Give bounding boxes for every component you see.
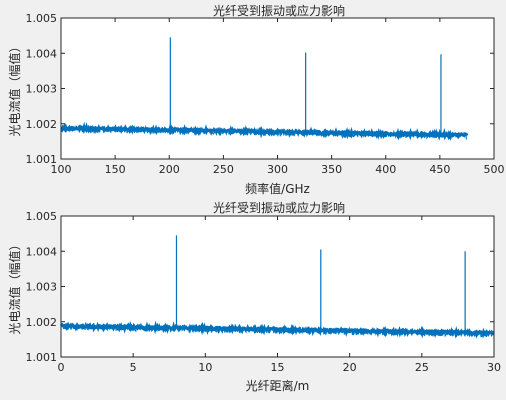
x-tick-label: 150	[105, 163, 126, 176]
y-axis-label: 光电流值（幅值）	[7, 238, 22, 334]
plot-frequency: 光纤受到振动或应力影响 100 150 200 250 300 350 400 450 5001…	[7, 3, 505, 196]
ticks-layer: 100 150 200 250 300 350 400 450 500 1.001 1.002 1.0…	[26, 12, 505, 176]
x-tick-label: 15	[271, 361, 285, 374]
x-tick-label: 300	[267, 163, 288, 176]
x-tick-label: 450	[429, 163, 450, 176]
x-tick-label: 10	[198, 361, 212, 374]
y-tick-label: 1.001	[26, 351, 58, 364]
chart-title: 光纤受到振动或应力影响	[213, 3, 345, 18]
x-axis-label: 光纤距离/m	[246, 378, 310, 393]
y-tick-label: 1.005	[26, 12, 58, 25]
x-tick-label: 500	[484, 163, 505, 176]
x-tick-label: 100	[51, 163, 72, 176]
x-tick-label: 350	[321, 163, 342, 176]
series-layer	[60, 37, 469, 141]
x-axis-label: 频率值/GHz	[245, 181, 310, 196]
y-tick-label: 1.004	[26, 245, 58, 258]
x-tick-label: 20	[343, 361, 357, 374]
ticks-layer: 0 5 10 15 20 25 30 1.001 1.002 1.003 1.004 1.005	[26, 210, 502, 374]
y-axis-label: 光电流值（幅值）	[7, 40, 22, 136]
x-tick-label: 25	[415, 361, 429, 374]
y-tick-label: 1.001	[26, 153, 58, 166]
x-tick-label: 0	[58, 361, 65, 374]
x-tick-label: 5	[130, 361, 137, 374]
series-layer	[60, 235, 495, 339]
x-tick-label: 400	[375, 163, 396, 176]
y-tick-label: 1.003	[26, 83, 58, 96]
series-band	[60, 121, 469, 141]
plot-distance: 光纤受到振动或应力影响 0 5 10 15 20 25 30 1.001 1.002 1.003 1…	[7, 200, 501, 393]
plot-area	[61, 18, 494, 159]
chart-title: 光纤受到振动或应力影响	[213, 200, 345, 215]
x-tick-label: 30	[487, 361, 501, 374]
x-tick-label: 250	[213, 163, 234, 176]
y-tick-label: 1.002	[26, 118, 58, 131]
x-tick-label: 200	[159, 163, 180, 176]
y-tick-label: 1.002	[26, 316, 58, 329]
y-tick-label: 1.004	[26, 47, 58, 60]
y-tick-label: 1.005	[26, 210, 58, 223]
y-tick-label: 1.003	[26, 281, 58, 294]
series-band	[60, 320, 495, 339]
